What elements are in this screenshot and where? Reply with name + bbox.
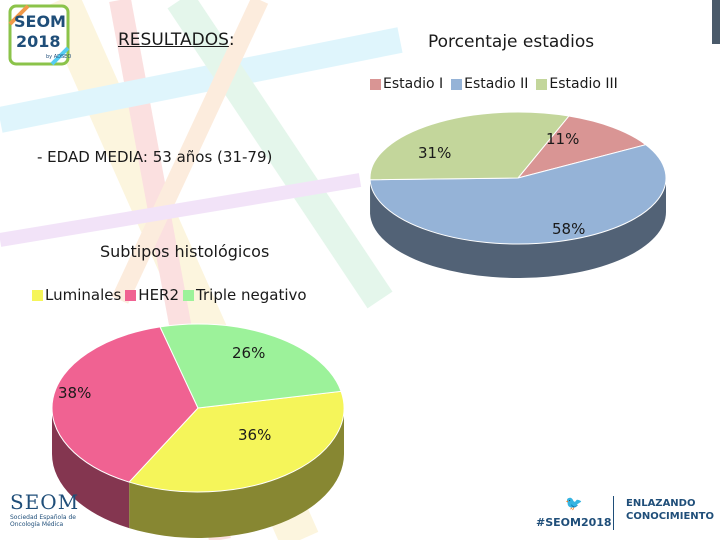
page-title-suffix: : [228, 30, 235, 50]
footer-org-sub: Sociedad Española de Oncología Médica [10, 514, 76, 528]
twitter-icon: 🐦 [565, 496, 583, 512]
pie-data-label: 38% [58, 384, 91, 402]
logo-year: 2018 [16, 32, 61, 51]
page-title: RESULTADOS: [118, 30, 235, 50]
pie-data-label: 26% [232, 344, 265, 362]
pie-slice [369, 111, 570, 181]
seom-logo [8, 4, 70, 66]
logo-subtext: by ADSEO [46, 54, 72, 60]
pie-slice [51, 326, 199, 483]
pie-data-label: 36% [238, 426, 271, 444]
legend-item: HER2 [125, 286, 179, 304]
stage-legend: Estadio I Estadio II Estadio III [370, 76, 626, 92]
pie-slice-side [52, 408, 130, 529]
logo-text: SEOM [14, 12, 66, 31]
edge-bar [712, 0, 720, 44]
pie-slice [159, 323, 342, 409]
legend-swatch [32, 289, 43, 301]
legend-label: Estadio I [383, 76, 444, 92]
slogan-line2: CONOCIMIENTO [626, 511, 714, 522]
pie-data-label: 58% [552, 220, 585, 238]
legend-item: Estadio III [536, 76, 618, 92]
hashtag: #SEOM2018 [536, 516, 612, 529]
pie-data-label: 31% [418, 144, 451, 162]
legend-label: Triple negativo [196, 286, 307, 304]
legend-item: Estadio I [370, 76, 443, 92]
legend-label: Estadio III [549, 76, 618, 92]
pie-slice-side [370, 178, 666, 278]
legend-item: Estadio II [451, 76, 528, 92]
legend-label: Estadio II [464, 76, 529, 92]
legend-swatch [451, 78, 463, 90]
legend-label: Luminales [45, 286, 122, 304]
pie-slice [369, 144, 667, 245]
slogan-line1: ENLAZANDO [626, 498, 696, 509]
legend-label: HER2 [138, 286, 180, 304]
subtype-chart-title: Subtipos histológicos [100, 242, 270, 261]
pie-slice-side [129, 408, 344, 538]
page-title-text: RESULTADOS [118, 30, 229, 50]
legend-item: Triple negativo [183, 286, 307, 304]
pie-data-label: 11% [546, 130, 579, 148]
footer-org: SEOM [10, 490, 80, 514]
subtype-legend: Luminales HER2 Triple negativo [32, 286, 311, 304]
legend-swatch [125, 289, 137, 301]
legend-swatch [536, 78, 548, 90]
pie-slice [516, 115, 647, 179]
legend-swatch [370, 78, 381, 90]
footer-logo: SEOM Sociedad Española de Oncología Médi… [10, 490, 90, 528]
legend-item: Luminales [32, 286, 121, 304]
pie-slice [128, 390, 345, 493]
stage-chart-title: Porcentaje estadios [428, 32, 595, 52]
legend-swatch [183, 289, 195, 301]
age-text: - EDAD MEDIA: 53 años (31-79) [37, 148, 273, 166]
footer-divider [613, 496, 614, 530]
slogan: ENLAZANDO CONOCIMIENTO [626, 497, 714, 523]
